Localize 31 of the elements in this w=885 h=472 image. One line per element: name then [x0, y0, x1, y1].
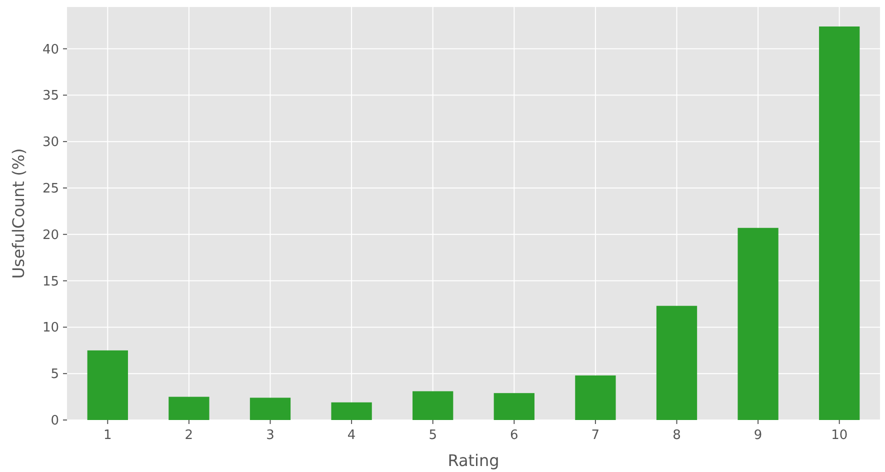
- y-tick-label: 40: [42, 42, 59, 58]
- x-tick-label: 3: [266, 428, 274, 443]
- bar: [738, 228, 778, 420]
- x-tick-label: 2: [184, 428, 194, 443]
- y-tick-label: 35: [42, 88, 59, 104]
- y-tick-label: 5: [50, 367, 59, 382]
- y-tick-label: 25: [42, 182, 59, 197]
- y-tick-label: 20: [42, 228, 59, 243]
- x-tick-label: 5: [428, 428, 437, 443]
- bar: [656, 306, 698, 420]
- bar: [87, 350, 128, 420]
- x-tick-label: 6: [510, 428, 518, 443]
- x-axis-title: Rating: [448, 451, 500, 470]
- y-axis-title: UsefulCount (%): [9, 148, 28, 279]
- x-tick-label: 1: [104, 428, 112, 443]
- x-tick-label: 7: [591, 428, 600, 443]
- bar: [250, 398, 291, 420]
- bar: [494, 393, 534, 420]
- y-tick-label: 15: [42, 274, 59, 290]
- bar: [168, 396, 210, 420]
- x-tick-label: 4: [347, 428, 356, 443]
- x-tick-label: 10: [831, 428, 848, 443]
- x-tick-label: 9: [754, 428, 762, 443]
- x-tick-label: 8: [672, 428, 681, 443]
- bar: [575, 375, 616, 420]
- y-tick-label: 0: [50, 414, 59, 429]
- bar: [331, 402, 372, 420]
- y-tick-label: 30: [42, 135, 59, 150]
- y-tick-label: 10: [42, 320, 59, 336]
- bar: [819, 26, 860, 420]
- bar: [412, 391, 454, 420]
